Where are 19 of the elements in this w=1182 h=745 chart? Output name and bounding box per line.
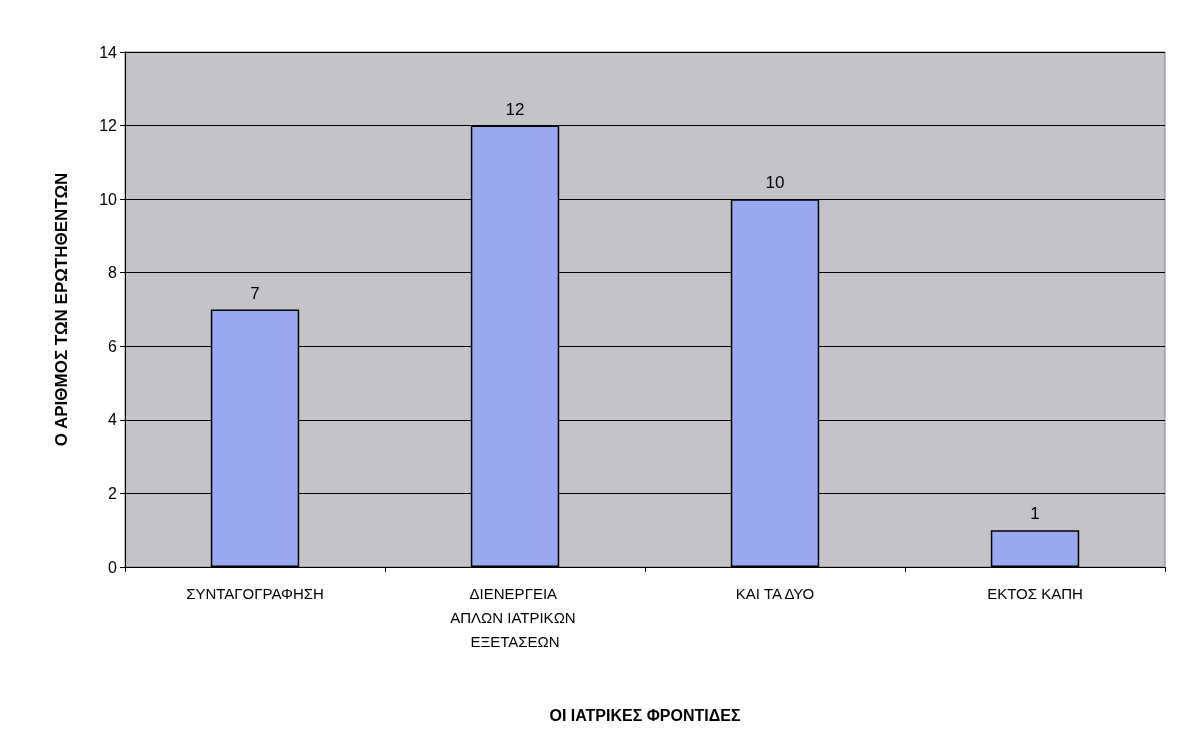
x-tick-label: ΕΚΤΟΣ ΚΑΠΗ bbox=[987, 584, 1083, 602]
y-tick-label: 4 bbox=[108, 411, 118, 429]
data-label: 7 bbox=[250, 283, 260, 303]
data-label: 10 bbox=[765, 173, 785, 193]
x-axis-title: ΟΙ ΙΑΤΡΙΚΕΣ ΦΡΟΝΤΙΔΕΣ bbox=[549, 706, 741, 724]
y-tick-label: 0 bbox=[108, 558, 118, 576]
y-tick-label: 10 bbox=[99, 190, 118, 208]
y-tick-label: 6 bbox=[108, 337, 118, 355]
y-axis-title: Ο ΑΡΙΘΜΟΣ ΤΩΝ ΕΡΩΤΗΘΕΝΤΩΝ bbox=[52, 172, 71, 447]
y-tick-label: 2 bbox=[108, 484, 118, 502]
data-label: 1 bbox=[1030, 504, 1040, 524]
bar bbox=[990, 530, 1080, 567]
y-tick-label: 12 bbox=[99, 117, 118, 135]
y-tick-label: 14 bbox=[99, 43, 118, 61]
x-tick-label: ΔΙΕΝΕΡΓΕΙΑ ΑΠΛΩΝ ΙΑΤΡΙΚΩΝ ΕΞΕΤΑΣΕΩΝ bbox=[450, 584, 580, 650]
x-tick-label: ΚΑΙ ΤΑ ΔΥΟ bbox=[735, 584, 815, 602]
data-label: 12 bbox=[505, 99, 525, 119]
y-tick-label: 8 bbox=[108, 264, 118, 282]
x-tick-label: ΣΥΝΤΑΓΟΓΡΑΦΗΣΗ bbox=[186, 584, 324, 602]
